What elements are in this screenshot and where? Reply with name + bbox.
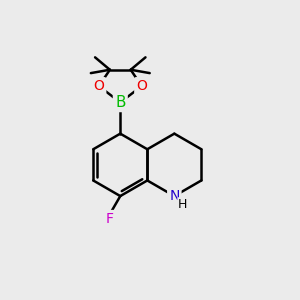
- Text: N: N: [169, 189, 179, 203]
- Text: H: H: [178, 198, 187, 211]
- Text: O: O: [93, 79, 104, 93]
- Text: B: B: [115, 95, 125, 110]
- Text: F: F: [105, 212, 113, 226]
- Text: O: O: [136, 79, 147, 93]
